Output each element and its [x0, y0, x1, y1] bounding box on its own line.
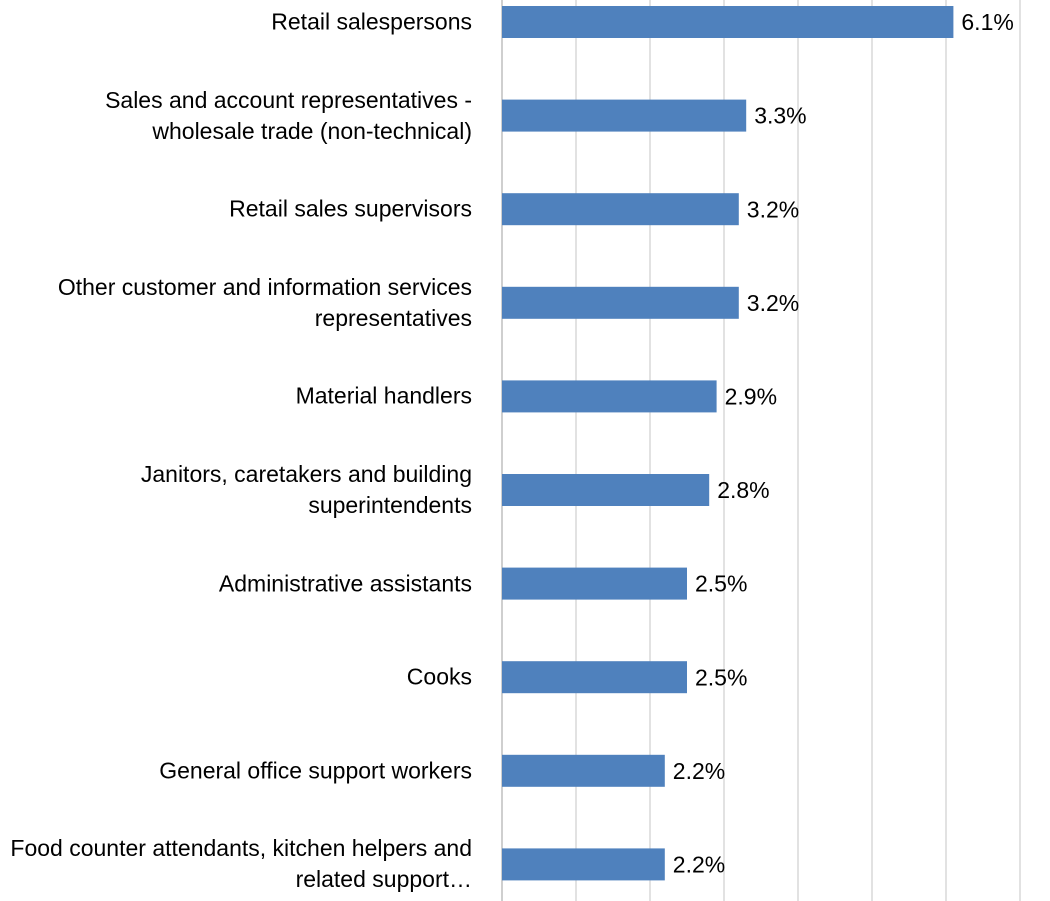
bar	[502, 99, 747, 132]
bar	[502, 754, 665, 787]
bar	[502, 193, 739, 226]
category-label: General office support workers	[159, 757, 472, 784]
category-label: Material handlers	[295, 382, 472, 409]
category-label: Other customer and information services …	[57, 273, 472, 331]
bar	[502, 567, 687, 600]
value-label: 2.9%	[725, 383, 777, 409]
value-label: 2.5%	[695, 664, 747, 690]
value-label: 2.2%	[673, 851, 725, 877]
value-label: 6.1%	[961, 9, 1013, 35]
category-label: Retail salespersons	[271, 8, 472, 35]
category-label: Janitors, caretakers and building superi…	[140, 461, 472, 518]
bar	[502, 286, 739, 319]
value-label: 2.2%	[673, 758, 725, 784]
category-label: Food counter attendants, kitchen helpers…	[10, 835, 472, 893]
bar	[502, 474, 710, 506]
value-label: 3.2%	[747, 196, 799, 222]
category-label: Cooks	[406, 663, 472, 690]
category-label: Sales and account representatives - whol…	[105, 86, 472, 144]
value-label: 3.3%	[754, 103, 806, 129]
category-label: Retail sales supervisors	[229, 195, 472, 222]
value-label: 2.8%	[717, 477, 769, 503]
value-label: 3.2%	[747, 290, 799, 316]
value-label: 2.5%	[695, 571, 747, 597]
bar	[502, 6, 954, 38]
bar	[502, 661, 687, 694]
bar	[502, 848, 665, 881]
bar	[502, 380, 717, 413]
category-label: Administrative assistants	[218, 570, 472, 597]
